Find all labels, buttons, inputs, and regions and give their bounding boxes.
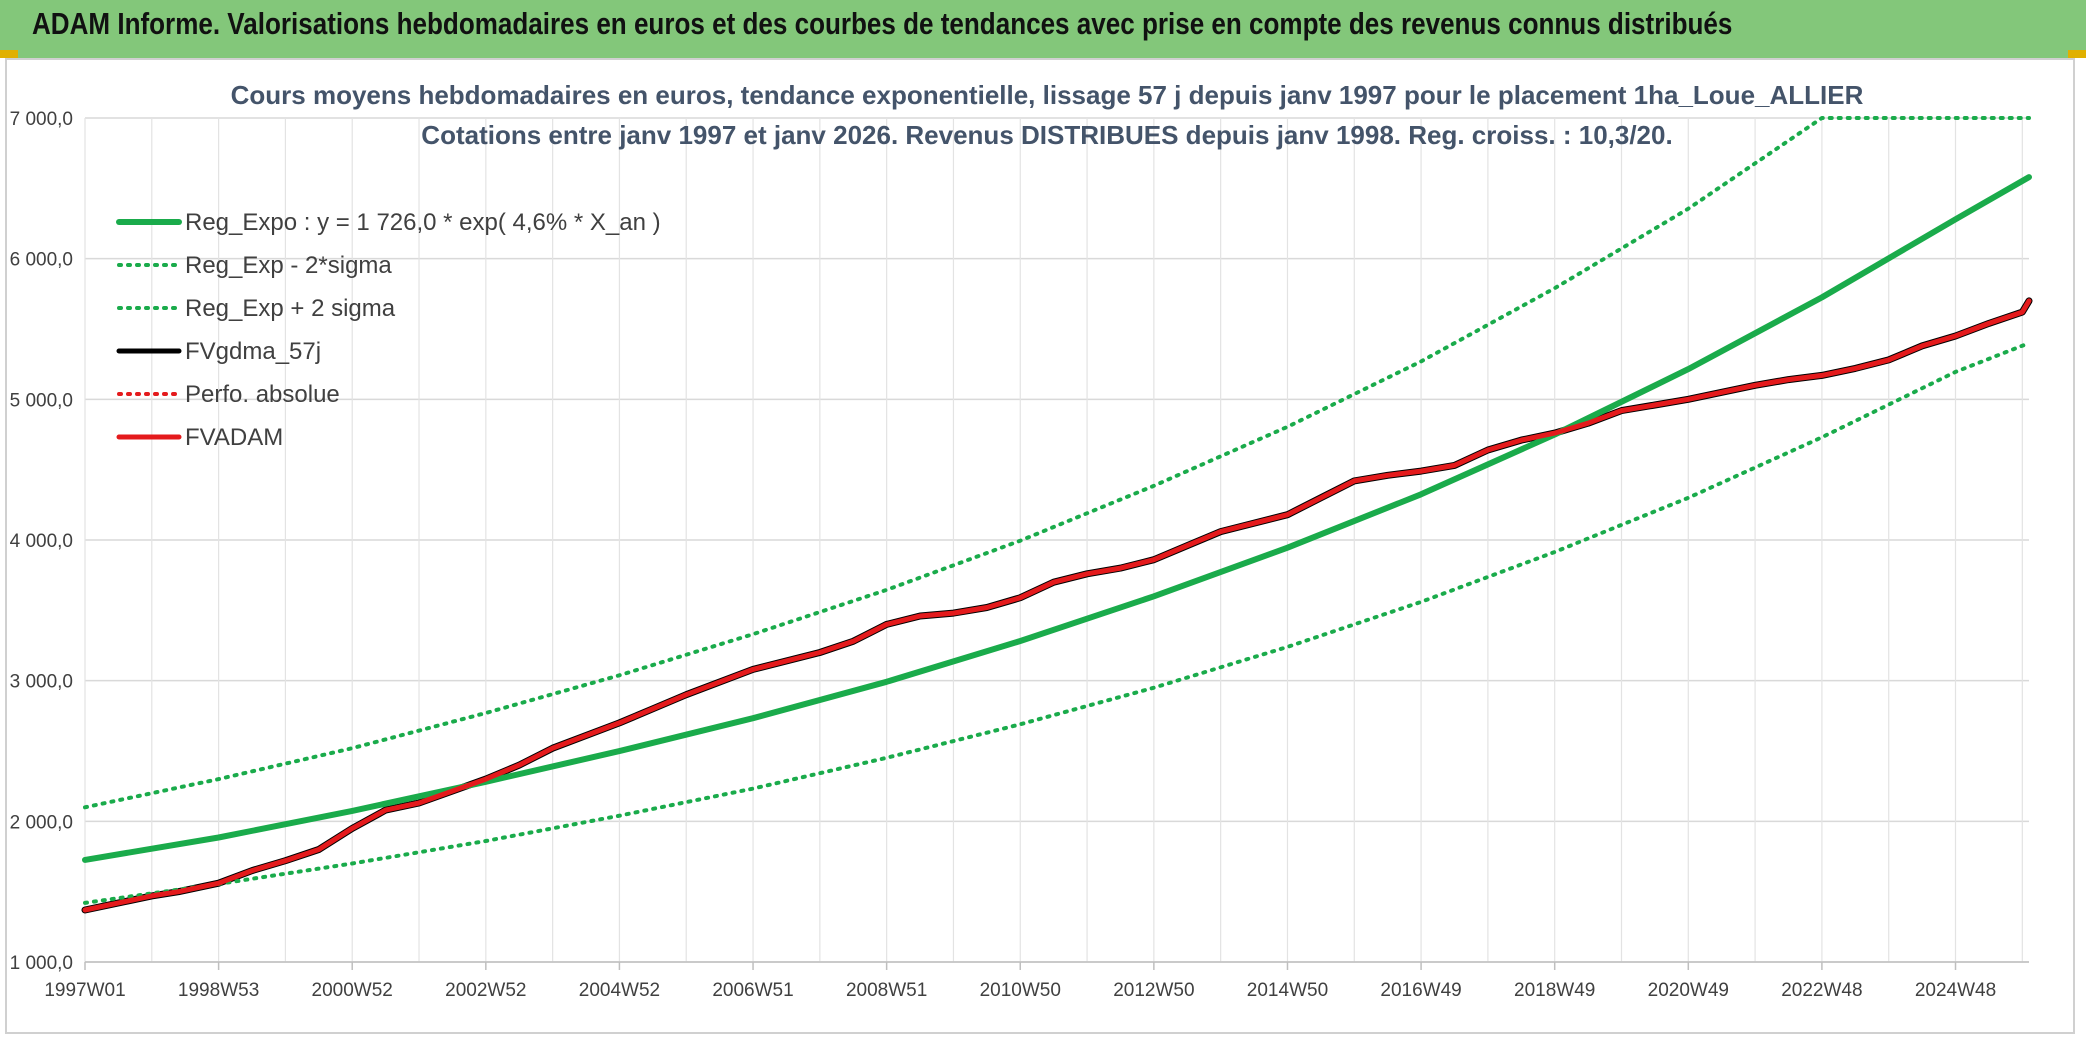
x-tick-label: 2016W49 bbox=[1380, 980, 1461, 1001]
y-tick-label: 2 000,0 bbox=[10, 812, 73, 833]
corner-mark-left bbox=[0, 50, 18, 58]
x-tick-label: 2010W50 bbox=[980, 980, 1061, 1001]
x-tick-label: 2004W52 bbox=[579, 980, 660, 1001]
report-banner: ADAM Informe. Valorisations hebdomadaire… bbox=[0, 0, 2086, 58]
series-line-fvadam bbox=[82, 298, 2032, 913]
x-tick-label: 2002W52 bbox=[445, 980, 526, 1001]
chart-area: 1 000,0 2 000,0 3 000,0 4 000,0 5 000,0 6 000… bbox=[5, 58, 2075, 1034]
y-tick-label: 3 000,0 bbox=[10, 672, 73, 693]
corner-mark-right bbox=[2068, 50, 2086, 58]
chart-subtitle: Cotations entre janv 1997 et janv 2026. … bbox=[421, 120, 1672, 150]
x-tick-label: 2006W51 bbox=[712, 980, 793, 1001]
x-tick-label: 2022W48 bbox=[1781, 980, 1862, 1001]
series-line-fvgdma-57j bbox=[81, 297, 2033, 914]
series-line-reg-exp-plus-2sigma bbox=[83, 116, 2031, 810]
legend-label-reg-exp-plus-2sigma: Reg_Exp + 2 sigma bbox=[185, 295, 396, 322]
x-tick-label: 1998W53 bbox=[178, 980, 259, 1001]
y-tick-label: 6 000,0 bbox=[10, 250, 73, 271]
x-tick-label: 2024W48 bbox=[1915, 980, 1996, 1001]
x-tick-label: 1997W01 bbox=[44, 980, 125, 1001]
y-tick-label: 5 000,0 bbox=[10, 390, 73, 411]
x-tick-label: 2012W50 bbox=[1113, 980, 1194, 1001]
legend-label-fvadam: FVADAM bbox=[185, 424, 283, 451]
x-tick-label: 2014W50 bbox=[1247, 980, 1328, 1001]
axes: 1 000,0 2 000,0 3 000,0 4 000,0 5 000,0 6 000… bbox=[10, 109, 2029, 1001]
series-line-reg-expo bbox=[82, 174, 2032, 863]
legend-label-fvgdma-57j: FVgdma_57j bbox=[185, 338, 321, 365]
x-tick-label: 2000W52 bbox=[312, 980, 393, 1001]
legend-label-reg-exp-minus-2sigma: Reg_Exp - 2*sigma bbox=[185, 252, 392, 279]
x-tick-label: 2020W49 bbox=[1648, 980, 1729, 1001]
series-lines bbox=[81, 116, 2033, 914]
x-tick-label: 2018W49 bbox=[1514, 980, 1595, 1001]
y-tick-label: 7 000,0 bbox=[10, 109, 73, 130]
y-tick-label: 4 000,0 bbox=[10, 531, 73, 552]
line-chart: 1 000,0 2 000,0 3 000,0 4 000,0 5 000,0 6 000… bbox=[10, 80, 2033, 1001]
gridlines bbox=[84, 117, 2029, 963]
chart-title: Cours moyens hebdomadaires en euros, ten… bbox=[231, 80, 1864, 110]
y-tick-label: 1 000,0 bbox=[10, 953, 73, 974]
x-tick-label: 2008W51 bbox=[846, 980, 927, 1001]
report-title: ADAM Informe. Valorisations hebdomadaire… bbox=[32, 6, 1733, 41]
legend: Reg_Expo : y = 1 726,0 * exp( 4,6% * X_a… bbox=[116, 209, 661, 451]
legend-label-perfo-absolue: Perfo. absolue bbox=[185, 381, 340, 408]
legend-label-reg-expo: Reg_Expo : y = 1 726,0 * exp( 4,6% * X_a… bbox=[185, 209, 661, 236]
